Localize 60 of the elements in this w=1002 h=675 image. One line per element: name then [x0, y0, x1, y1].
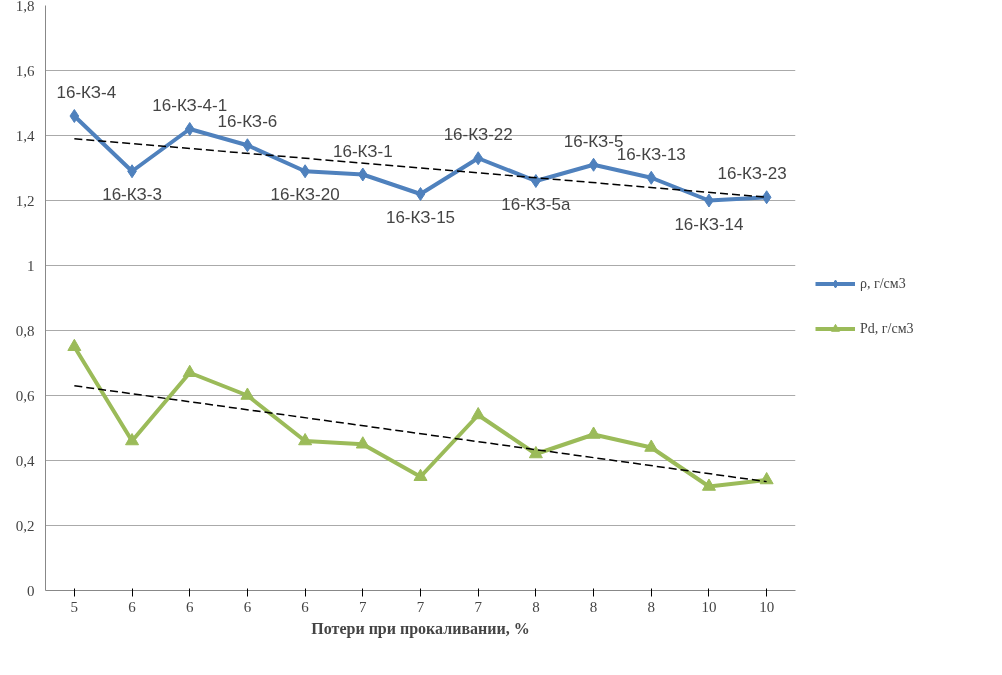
point: [701, 478, 716, 491]
point: [473, 151, 484, 166]
x-tick-label: 6: [243, 598, 252, 615]
annotation: 16-КЗ-23: [717, 164, 787, 184]
legend-label: Pd, г/см3: [860, 320, 914, 336]
annotation: 16-КЗ-14: [674, 214, 744, 234]
annotation: 16-КЗ-1: [332, 141, 393, 161]
y-tick-label: 1: [27, 257, 35, 274]
y-tick-label: 0: [27, 582, 35, 599]
point: [646, 170, 657, 185]
x-tick-label: 7: [359, 598, 368, 615]
point: [184, 122, 195, 136]
x-tick-label: 7: [416, 598, 425, 615]
point: [471, 406, 486, 420]
point: [355, 436, 370, 449]
x-axis-title: Потери при прокаливании, %: [311, 619, 530, 638]
point: [415, 187, 426, 201]
x-tick-label: 10: [759, 598, 775, 615]
x-tick-label: 6: [128, 598, 137, 615]
y-tick-label: 1,8: [15, 0, 35, 14]
point: [528, 445, 543, 459]
point: [182, 364, 197, 377]
annotation: 16-КЗ-4-1: [152, 96, 228, 115]
point: [67, 338, 82, 351]
point: [242, 138, 253, 153]
annotation: 16-КЗ-5а: [501, 195, 571, 214]
x-tick-label: 8: [532, 598, 540, 615]
x-tick-label: 8: [647, 598, 656, 615]
point: [759, 471, 774, 485]
point: [586, 426, 601, 439]
legend-label: ρ, г/см3: [860, 275, 906, 291]
point: [531, 174, 541, 188]
y-tick-label: 0,8: [15, 322, 35, 339]
point: [761, 190, 772, 205]
y-tick-label: 1,6: [15, 62, 35, 79]
annotation: 16-КЗ-3: [102, 185, 162, 205]
point: [588, 157, 599, 172]
y-tick-label: 1,2: [15, 192, 35, 209]
x-tick-label: 5: [70, 598, 79, 615]
y-tick-label: 0,6: [15, 387, 35, 404]
x-tick-label: 10: [701, 598, 717, 615]
y-tick-label: 0,4: [15, 452, 35, 469]
point: [357, 167, 368, 182]
x-tick-label: 6: [185, 598, 194, 615]
x-tick-label: 8: [589, 598, 598, 615]
point: [125, 432, 140, 446]
point: [644, 439, 659, 452]
y-tick-label: 0,2: [15, 517, 35, 534]
point: [240, 387, 255, 400]
annotation: 16-КЗ-4: [56, 83, 117, 102]
annotation: 16-КЗ-15: [385, 208, 456, 227]
x-tick-label: 6: [301, 598, 310, 615]
annotation: 16-КЗ-20: [270, 185, 340, 205]
point: [413, 468, 428, 481]
point: [298, 432, 313, 446]
x-tick-label: 7: [474, 598, 483, 615]
annotation: 16-КЗ-22: [443, 125, 513, 145]
y-tick-label: 1,4: [15, 127, 35, 144]
annotation: 16-КЗ-6: [217, 112, 278, 132]
point: [69, 109, 80, 123]
